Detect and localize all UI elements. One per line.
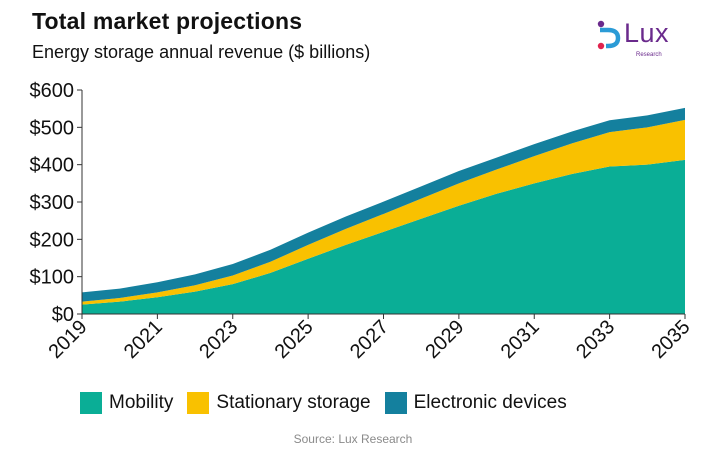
y-tick-label: $300	[30, 192, 75, 214]
area-stationary-storage	[82, 119, 685, 305]
area-series-group	[82, 107, 685, 314]
source-note: Source: Lux Research	[293, 432, 413, 446]
x-tick-label: 2021	[120, 316, 167, 363]
legend-swatch-mobility	[80, 392, 102, 414]
x-tick-labels: 2019 2021 2023 2025 2027 2029 2031 2033 2035	[45, 314, 695, 363]
legend-item-electronic-devices: Electronic devices	[384, 392, 567, 414]
x-tick-label: 2027	[346, 316, 393, 363]
x-tick-label: 2035	[648, 316, 695, 363]
y-tick-label: $0	[52, 304, 74, 326]
legend-label-stationary-storage: Stationary storage	[216, 392, 371, 413]
area-mobility	[82, 159, 685, 314]
y-tick-labels: $0 $100 $200 $300 $400 $500 $600	[30, 80, 82, 326]
x-tick-label: 2031	[497, 316, 544, 363]
logo-wordmark: Lux	[624, 18, 670, 48]
legend-swatch-stationary-storage	[187, 392, 210, 414]
y-tick-label: $400	[30, 155, 75, 177]
legend-item-stationary-storage: Stationary storage	[187, 392, 371, 414]
area-electronic-devices	[82, 107, 685, 302]
x-tick-label: 2033	[572, 316, 619, 363]
legend-item-mobility: Mobility	[80, 392, 173, 414]
lux-research-logo: Lux Research	[594, 18, 694, 62]
lux-logo-mark-icon	[597, 20, 621, 50]
chart-title: Total market projections	[32, 8, 303, 34]
chart-subtitle: Energy storage annual revenue ($ billion…	[32, 42, 371, 62]
x-tick-label: 2029	[421, 316, 468, 363]
y-tick-label: $600	[30, 80, 75, 102]
x-tick-label: 2025	[271, 316, 318, 363]
y-tick-label: $500	[30, 117, 75, 139]
x-tick-label: 2023	[195, 316, 242, 363]
legend: Mobility Stationary storage Electronic d…	[80, 392, 581, 414]
legend-label-mobility: Mobility	[109, 392, 174, 413]
y-tick-label: $100	[30, 267, 75, 289]
legend-label-electronic-devices: Electronic devices	[413, 392, 567, 413]
legend-swatch-electronic-devices	[384, 392, 407, 414]
logo-subtext: Research	[636, 52, 662, 58]
y-tick-label: $200	[30, 229, 75, 251]
